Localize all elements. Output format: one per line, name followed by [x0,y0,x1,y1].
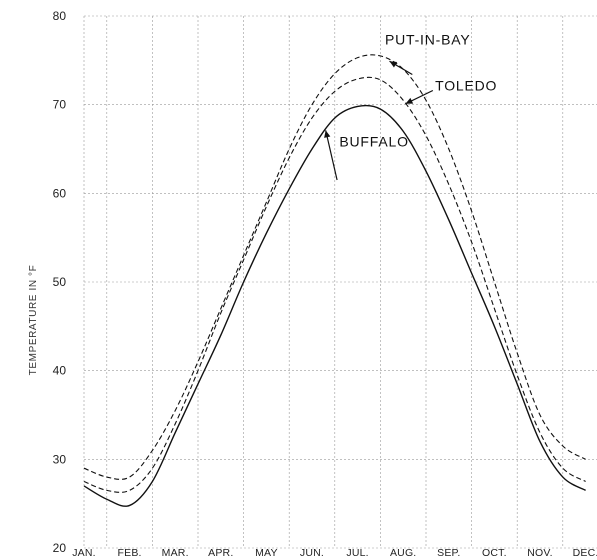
x-tick-label: MAY [255,547,278,559]
x-tick-label: MAR. [162,547,189,559]
x-tick-label: JUL. [346,547,368,559]
x-tick-label: APR. [208,547,233,559]
series-line-toledo [83,76,586,493]
y-tick-label: 20 [53,541,67,555]
y-axis-label: TEMPERATURE IN °F [28,265,39,376]
y-tick-label: 60 [53,186,67,200]
x-tick-label: FEB. [118,547,142,559]
series-line-buffalo [83,104,586,507]
annotation-arrow-buffalo [325,130,338,181]
y-tick-label: 50 [53,275,67,289]
x-tick-label: JUN. [300,547,324,559]
y-axis-ticks: 20 30 40 50 60 70 80 [53,9,67,555]
series-lines [83,54,586,507]
annotation-arrowhead-buffalo [324,130,331,138]
annotation-put-in-bay: PUT-IN-BAY [385,31,471,47]
series-annotations: PUT-IN-BAY TOLEDO BUFFALO [324,31,497,181]
x-tick-label: SEP. [437,547,460,559]
y-tick-label: 80 [53,9,67,23]
x-tick-label: NOV. [527,547,553,559]
annotation-buffalo: BUFFALO [339,133,408,149]
x-axis-ticks: JAN. FEB. MAR. APR. MAY JUN. JUL. AUG. SEP. OCT. N… [72,547,597,559]
y-tick-label: 30 [53,452,67,466]
annotation-arrowhead-put-in-bay [389,61,398,68]
annotation-toledo: TOLEDO [435,77,497,93]
x-tick-label: OCT. [482,547,507,559]
x-tick-label: DEC. [573,547,597,559]
series-line-put-in-bay [83,54,586,480]
x-tick-label: JAN. [72,547,96,559]
y-tick-label: 70 [53,98,67,112]
grid-lines [83,15,597,549]
x-tick-label: AUG. [390,547,416,559]
y-tick-label: 40 [53,364,67,378]
annotation-arrowhead-toledo [405,97,414,104]
